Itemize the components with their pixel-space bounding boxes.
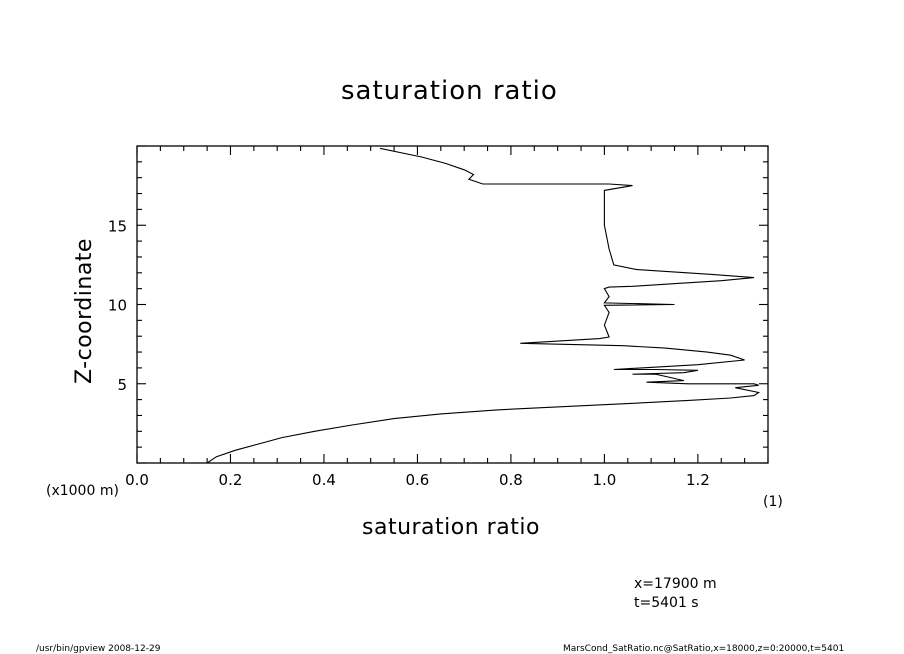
x-axis-label: saturation ratio — [362, 515, 540, 540]
footer-program: /usr/bin/gpview 2008-12-29 — [36, 644, 161, 654]
x-tick-label: 1.2 — [686, 471, 710, 489]
x-axis-unit: (1) — [763, 494, 783, 510]
chart-title: saturation ratio — [341, 76, 558, 106]
tick-marks — [136, 145, 769, 464]
series-line-saturation-ratio — [206, 147, 761, 464]
y-tick-label: 5 — [117, 376, 127, 394]
x-tick-label: 0.2 — [219, 471, 243, 489]
time-note: t=5401 s — [634, 595, 699, 611]
y-axis-label: Z-coordinate — [72, 238, 97, 384]
y-tick-label: 10 — [108, 297, 127, 315]
x-tick-label: 0.8 — [499, 471, 523, 489]
x-tick-label: 0.6 — [406, 471, 430, 489]
x-tick-label: 1.0 — [592, 471, 616, 489]
x-position-note: x=17900 m — [634, 576, 717, 592]
y-axis-unit: (x1000 m) — [46, 483, 119, 499]
footer-source: MarsCond_SatRatio.nc@SatRatio,x=18000,z=… — [563, 644, 845, 654]
x-tick-label: 0.0 — [125, 471, 149, 489]
y-tick-label: 15 — [108, 217, 127, 235]
x-tick-label: 0.4 — [312, 471, 336, 489]
tick-labels: 0.0 0.2 0.4 0.6 0.8 1.0 1.2 5 10 15 — [108, 217, 710, 489]
